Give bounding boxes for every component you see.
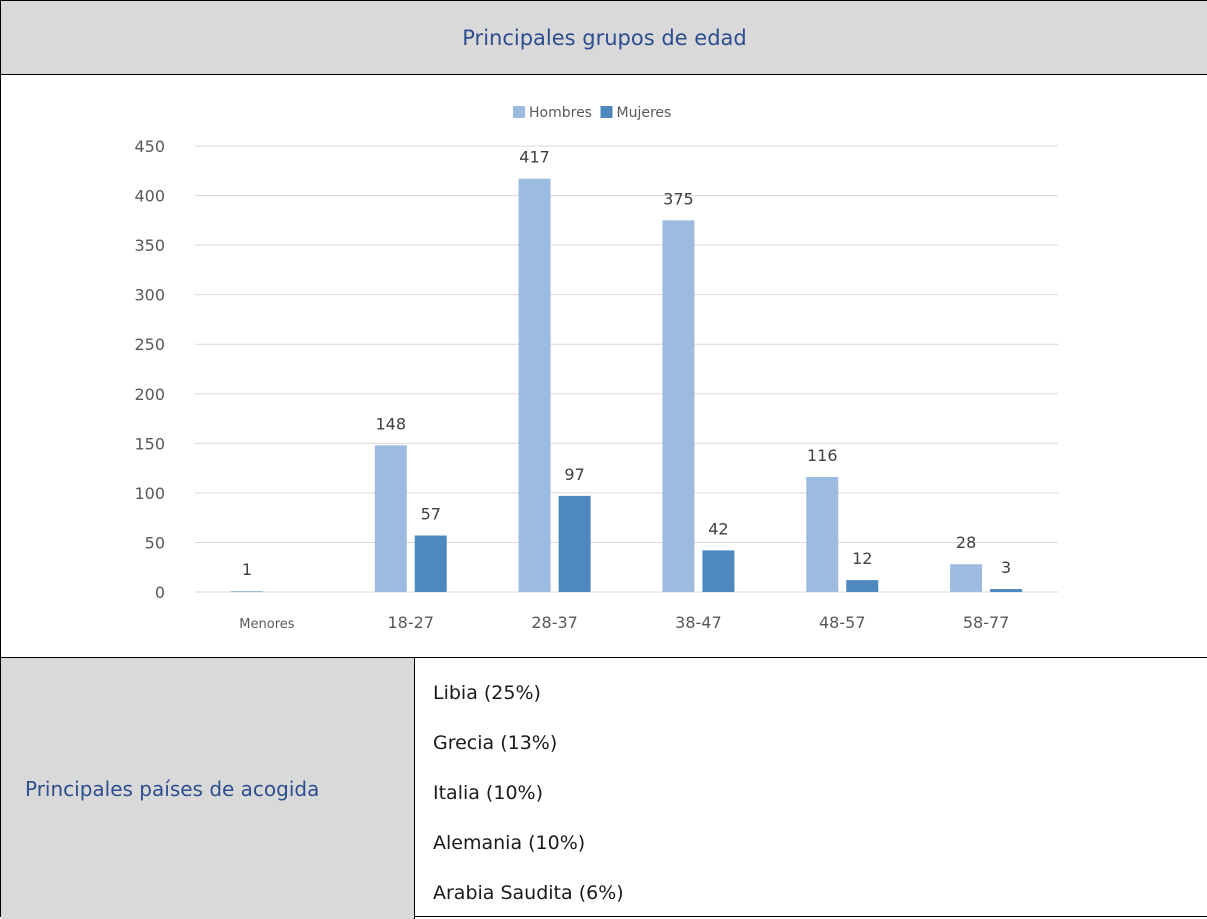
host-country-item: Italia (10%) (433, 782, 543, 804)
chart-title-cell: Principales grupos de edad (1, 1, 1207, 75)
legend-swatch (600, 106, 613, 118)
host-countries-row: Principales países de acogida Libia (25%… (1, 657, 1207, 919)
data-label: 1 (242, 560, 252, 579)
data-label: 12 (852, 549, 872, 568)
x-tick-label: 38-47 (675, 613, 722, 632)
chart-area: 0 50 100 150 200 250 300 350 400 450 1 Menores 148 57… (1, 75, 1207, 657)
bar-hombres (806, 477, 839, 592)
y-tick-label: 100 (134, 484, 165, 503)
legend-label: Mujeres (617, 105, 672, 121)
page-title: Principales grupos de edad (462, 25, 747, 50)
data-label: 57 (421, 505, 441, 524)
y-tick-label: 450 (134, 137, 165, 156)
data-label: 3 (1001, 558, 1011, 577)
data-label: 116 (807, 446, 838, 465)
host-country-item: Arabia Saudita (6%) (433, 882, 624, 904)
bar-hombres (662, 220, 695, 593)
bar-hombres (230, 591, 263, 592)
data-label: 42 (708, 519, 728, 538)
x-tick-label: Menores (239, 617, 294, 632)
bar-mujeres (414, 535, 447, 592)
x-tick-label: 18-27 (388, 613, 435, 632)
host-country-item: Alemania (10%) (433, 832, 586, 854)
data-label: 148 (375, 414, 406, 433)
bar-mujeres (990, 589, 1023, 592)
host-country-item: Grecia (13%) (433, 732, 558, 754)
y-tick-label: 300 (134, 286, 165, 305)
bar-mujeres (558, 495, 591, 592)
host-countries-label-cell: Principales países de acogida (1, 658, 415, 919)
y-tick-label: 400 (134, 187, 165, 206)
host-country-item: Libia (25%) (433, 682, 541, 704)
bar-mujeres (702, 550, 735, 592)
data-label: 97 (564, 465, 584, 484)
host-countries-label: Principales países de acogida (25, 776, 320, 801)
y-tick-label: 0 (155, 583, 165, 602)
host-countries-list: Libia (25%) Grecia (13%) Italia (10%) Al… (415, 658, 1207, 919)
age-group-bar-chart: 0 50 100 150 200 250 300 350 400 450 1 Menores 148 57… (134, 105, 1058, 632)
bar-mujeres (846, 580, 879, 592)
bar-hombres (374, 445, 407, 592)
data-label: 375 (663, 189, 694, 208)
x-tick-label: 58-77 (963, 613, 1010, 632)
x-tick-label: 48-57 (819, 613, 866, 632)
legend-label: Hombres (529, 105, 592, 121)
y-tick-label: 50 (145, 533, 165, 552)
y-tick-label: 200 (134, 385, 165, 404)
data-label: 417 (519, 148, 550, 167)
x-tick-label: 28-37 (531, 613, 578, 632)
bar-hombres (950, 564, 983, 592)
y-tick-label: 250 (134, 335, 165, 354)
bar-hombres (518, 178, 551, 592)
y-tick-label: 150 (134, 434, 165, 453)
data-label: 28 (956, 533, 976, 552)
legend-swatch (513, 106, 525, 118)
y-tick-label: 350 (134, 236, 165, 255)
